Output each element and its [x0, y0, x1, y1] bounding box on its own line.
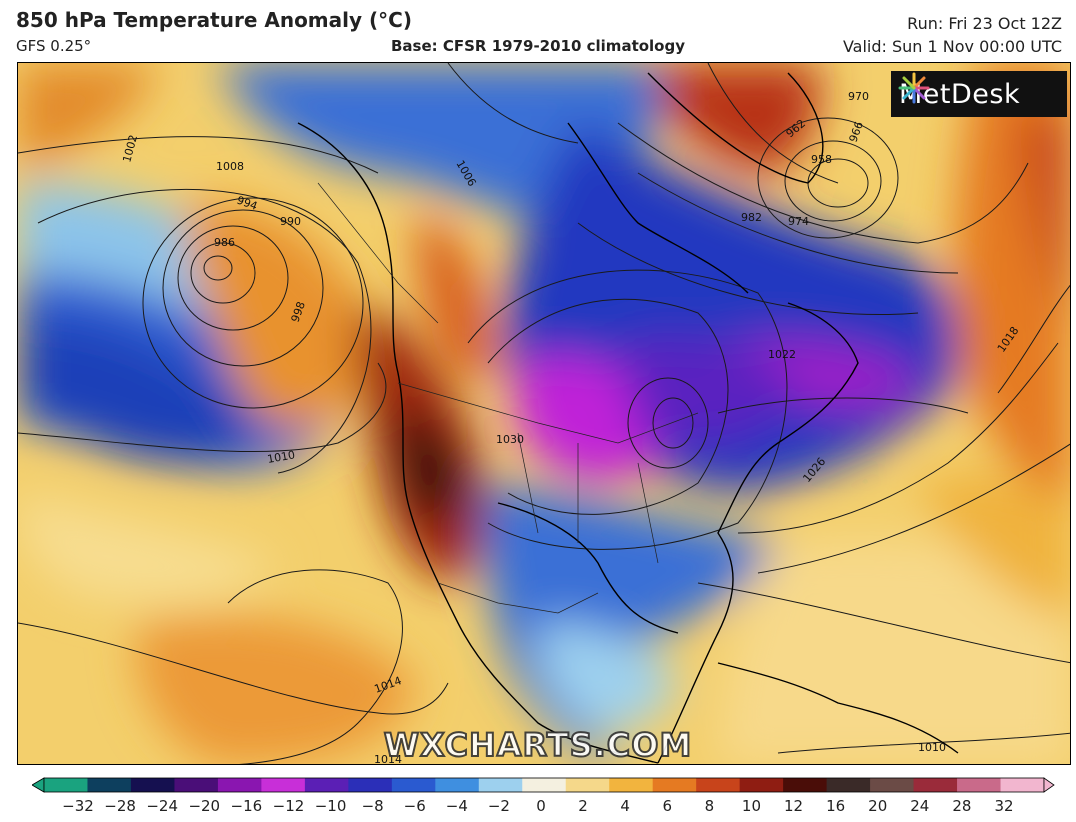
colorbar-tick-label: −20: [188, 797, 221, 815]
colorbar-swatch: [739, 778, 784, 792]
map-title: 850 hPa Temperature Anomaly (°C): [16, 8, 412, 32]
colorbar-tick-label: 8: [704, 797, 715, 815]
colorbar-tick-label: −10: [314, 797, 347, 815]
isobar-label: 1010: [918, 741, 946, 754]
colorbar-swatch: [174, 778, 219, 792]
colorbar-tick-label: −32: [62, 797, 94, 815]
colorbar-tick-label: 6: [662, 797, 673, 815]
colorbar-swatch: [478, 778, 523, 792]
colorbar-swatch: [913, 778, 958, 792]
colorbar-tick-label: 4: [620, 797, 630, 815]
colorbar-tick-label: 2: [578, 797, 588, 815]
isobar-label: 1010: [266, 448, 296, 466]
colorbar-tick-label: −16: [230, 797, 263, 815]
colorbar-tick-label: −4: [445, 797, 468, 815]
colorbar-swatch: [826, 778, 871, 792]
political-borders: [317, 182, 699, 614]
colorbar-swatch: [304, 778, 349, 792]
colorbar-swatch: [870, 778, 915, 792]
colorbar-tick-label: 12: [783, 797, 804, 815]
colorbar-tick-label: 32: [994, 797, 1014, 815]
metdesk-logo: MetDesk: [891, 71, 1067, 117]
colorbar-swatch: [609, 778, 654, 792]
colorbar-swatch: [87, 778, 132, 792]
anomaly-map[interactable]: 1002 1006 1008 1010 1014 1018 1022 1026 …: [17, 62, 1071, 765]
colorbar-tick-label: 0: [536, 797, 546, 815]
colorbar-swatch: [783, 778, 828, 792]
colorbar-tick-label: 20: [868, 797, 888, 815]
valid-time-label: Valid: Sun 1 Nov 00:00 UTC: [842, 37, 1062, 56]
colorbar-swatch: [652, 778, 697, 792]
isobar-label: 1014: [374, 753, 402, 765]
colorbar-swatch: [44, 778, 88, 792]
colorbar-tick-label: −2: [487, 797, 510, 815]
colorbar-swatch: [1000, 778, 1045, 792]
colorbar: [32, 777, 1055, 793]
colorbar-tick-label: −12: [272, 797, 305, 815]
colorbar-swatch: [957, 778, 1002, 792]
colorbar-swatch: [391, 778, 436, 792]
colorbar-swatch: [696, 778, 741, 792]
colorbar-swatch: [130, 778, 175, 792]
isobar-label: 1008: [216, 160, 244, 173]
colorbar-min-arrow: [32, 777, 45, 793]
isobar-label: 982: [741, 211, 762, 224]
map-canvas: 1002 1006 1008 1010 1014 1018 1022 1026 …: [18, 63, 1070, 765]
run-time-label: Run: Fri 23 Oct 12Z: [907, 14, 1062, 33]
colorbar-swatch: [565, 778, 610, 792]
isobar-label: 986: [214, 236, 235, 249]
colorbar-tick-label: −24: [146, 797, 178, 815]
colorbar-tick-label: −6: [403, 797, 426, 815]
anomaly-field: [18, 63, 1070, 764]
colorbar-tick-label: −28: [104, 797, 136, 815]
colorbar-swatch: [261, 778, 306, 792]
colorbar-swatch: [217, 778, 262, 792]
colorbar-tick-label: 28: [952, 797, 972, 815]
coastlines: [297, 72, 959, 764]
wxcharts-watermark: WXCHARTS.COM: [383, 725, 693, 765]
colorbar-max-arrow: [1043, 777, 1055, 793]
colorbar-swatch: [348, 778, 393, 792]
colorbar-tick-label: 24: [910, 797, 930, 815]
model-label: GFS 0.25°: [16, 37, 92, 55]
isobar-label: 1030: [496, 433, 524, 446]
isobar-label: 990: [280, 215, 301, 228]
colorbar-swatch: [435, 778, 480, 792]
colorbar-tick-label: −8: [361, 797, 384, 815]
isobar-label: 974: [788, 215, 809, 228]
colorbar-tick-label: 10: [741, 797, 761, 815]
sunburst-logo-icon: [898, 72, 930, 104]
base-climatology-label: Base: CFSR 1979-2010 climatology: [390, 37, 686, 55]
isobar-label: 1022: [768, 348, 796, 361]
colorbar-tick-label: 16: [826, 797, 846, 815]
isobar-label: 970: [848, 90, 869, 103]
isobar-lines: [18, 63, 1070, 764]
isobar-label: 958: [811, 153, 832, 166]
colorbar-swatch: [522, 778, 567, 792]
